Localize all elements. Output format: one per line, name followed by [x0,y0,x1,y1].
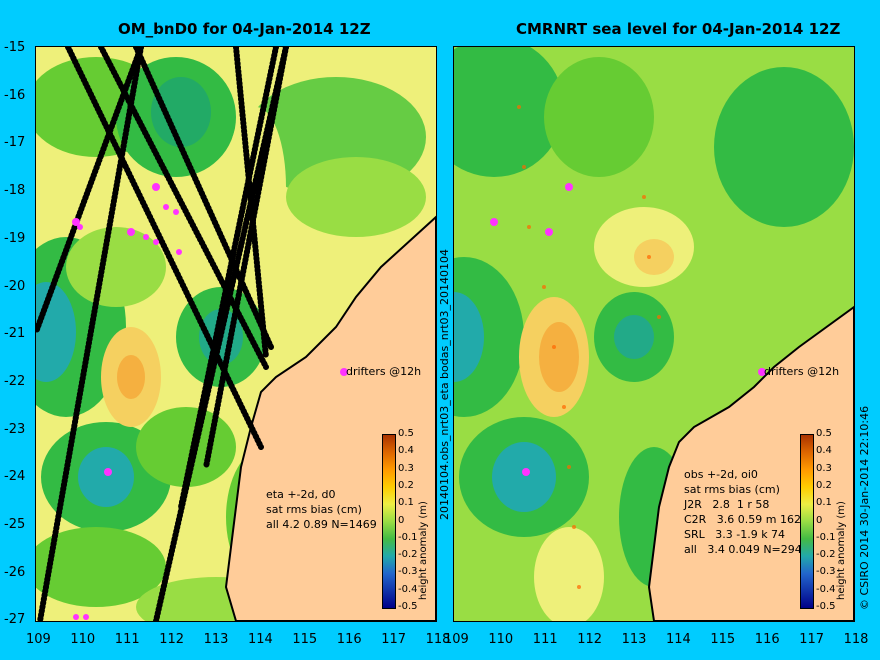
left-lon-tick-label: 115 [292,632,318,647]
left-colorbar-tick: -0.1 [398,531,418,543]
right-colorbar-title: height anomaly (m) [836,501,847,600]
lat-tick-label: -24 [4,469,26,485]
left-lon-tick-label: 118 [425,632,451,647]
right-colorbar-tick: 0.1 [816,497,832,509]
left-colorbar-tick: -0.5 [398,601,418,612]
lat-tick-label: -26 [4,564,26,580]
lat-tick-label: -19 [4,230,26,246]
right-colorbar-tick: -0.4 [816,583,836,595]
right-colorbar-tick: 0.2 [816,479,832,491]
right-stats-line: SRL 3.3 -1.9 k 74 [684,528,786,541]
right-colorbar-tick: -0.3 [816,566,836,578]
lat-tick-label: -16 [4,87,26,103]
right-lon-tick-label: 111 [532,632,558,647]
left-colorbar [382,434,396,609]
left-drifters-label: drifters @12h [346,365,422,378]
lat-tick-label: -21 [4,326,26,342]
lat-tick-label: -23 [4,421,26,437]
right-drifters-label: drifters @12h [764,365,840,378]
left-map: eta +-2d, d0 sat rms bias (cm) all 4.2 0.8… [35,46,437,622]
lat-tick-label: -18 [4,183,26,199]
right-colorbar-tick: 0.4 [816,445,832,457]
right-colorbar-tick: 0 [816,514,823,526]
right-stats: obs +-2d, oi0 sat rms bias (cm) J2R 2.8 1 … [684,467,802,557]
right-colorbar-tick: 0.3 [816,462,832,474]
lat-tick-label: -22 [4,373,26,389]
left-colorbar-tick: 0.5 [398,428,414,439]
copyright-label: © CSIRO 2014 30-Jan-2014 22:10:46 [858,405,871,610]
left-colorbar-tick: -0.2 [398,549,418,561]
right-map-field [454,47,854,621]
lat-tick-label: -20 [4,278,26,294]
left-stats: eta +-2d, d0 sat rms bias (cm) all 4.2 0.8… [266,487,377,532]
left-colorbar-tick: 0.2 [398,479,414,491]
left-lon-tick-label: 117 [381,632,407,647]
right-lon-tick-label: 110 [488,632,514,647]
left-colorbar-tick: -0.4 [398,583,418,595]
left-lon-tick-label: 112 [159,632,185,647]
right-colorbar-tick: 0.5 [816,428,832,439]
right-stats-line: sat rms bias (cm) [684,483,780,496]
lat-tick-label: -15 [4,40,26,55]
left-colorbar-tick: 0.3 [398,462,414,474]
left-lon-tick-label: 113 [203,632,229,647]
right-map: obs +-2d, oi0 sat rms bias (cm) J2R 2.8 1 … [453,46,855,622]
right-colorbar-tick: -0.5 [816,601,836,612]
right-stats-line: C2R 3.6 0.59 m 162 [684,513,801,526]
left-lon-tick-label: 110 [70,632,96,647]
right-panel-title: CMRNRT sea level for 04-Jan-2014 12Z [516,20,841,38]
right-lon-tick-label: 117 [799,632,825,647]
right-colorbar-tick: -0.1 [816,531,836,543]
lat-tick-label: -25 [4,517,26,532]
right-lon-tick-label: 118 [843,632,869,647]
lat-tick-label: -17 [4,135,26,151]
right-stats-line: obs +-2d, oi0 [684,468,758,481]
left-stats-line: sat rms bias (cm) [266,503,362,516]
left-map-field [36,47,436,621]
right-lon-tick-label: 114 [666,632,691,647]
right-lon-tick-label: 113 [621,632,647,647]
right-colorbar-tick: -0.2 [816,549,836,561]
right-colorbar [800,434,814,609]
right-lon-tick-label: 112 [577,632,603,647]
right-stats-line: all 3.4 0.049 N=294 [684,543,802,556]
lat-tick-label: -27 [4,612,26,628]
left-colorbar-tick: 0 [398,514,405,526]
left-stats-line: eta +-2d, d0 [266,488,336,501]
left-colorbar-title: height anomaly (m) [418,501,429,600]
left-lon-tick-label: 111 [114,632,140,647]
middle-vertical-label: 20140104.obs_nrt03_eta bodas_nrt03_20140… [438,248,451,520]
left-stats-line: all 4.2 0.89 N=1469 [266,518,377,531]
right-lon-tick-label: 109 [444,632,469,647]
right-lon-tick-label: 116 [754,632,780,647]
left-lon-tick-label: 109 [26,632,51,647]
left-colorbar-tick: 0.4 [398,445,414,457]
right-stats-line: J2R 2.8 1 r 58 [684,498,770,511]
left-colorbar-tick: -0.3 [398,566,418,578]
left-colorbar-tick: 0.1 [398,497,414,509]
left-panel-title: OM_bnD0 for 04-Jan-2014 12Z [118,20,371,38]
right-lon-tick-label: 115 [710,632,736,647]
left-lon-tick-label: 116 [336,632,362,647]
left-lon-tick-label: 114 [248,632,273,647]
